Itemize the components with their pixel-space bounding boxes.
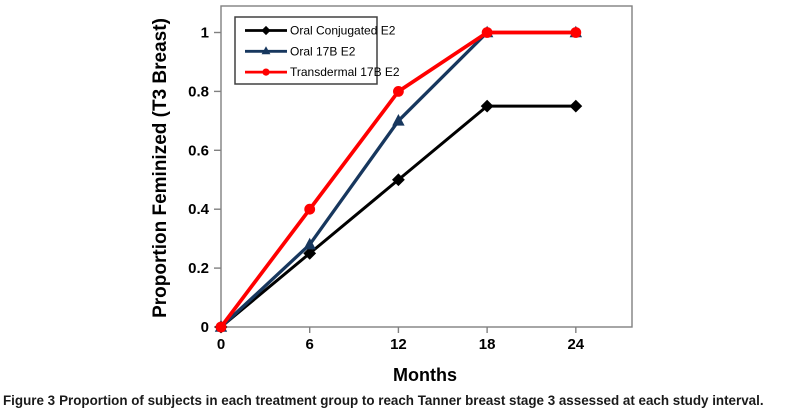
x-tick-label: 6 [306, 336, 314, 353]
figure-caption-label: Figure 3 [3, 393, 56, 408]
y-tick-label: 0.2 [188, 260, 209, 277]
axis-ticks: 0 0.2 0.4 0.6 0.8 1 0 6 12 18 24 [188, 25, 585, 353]
series-marker-oral-17b-e2 [303, 237, 316, 250]
series-line-oral-conjugated-e2 [219, 104, 578, 329]
x-tick-label: 0 [217, 336, 225, 353]
y-tick-label: 0.6 [188, 142, 209, 159]
x-tick-label: 12 [390, 336, 407, 353]
legend-marker-diamond [261, 25, 271, 36]
y-tick-label: 0.8 [188, 83, 209, 100]
legend-marker-circle [262, 68, 270, 76]
series-marker-transdermal-17b-e2 [393, 86, 404, 97]
legend: Oral Conjugated E2 Oral 17B E2 Transdermal… [234, 16, 400, 85]
legend-marker-triangle [261, 46, 271, 55]
figure-caption-text: Proportion of subjects in each treatment… [59, 393, 764, 408]
legend-item-oral-conjugated-e2: Oral Conjugated E2 [245, 24, 396, 38]
legend-label: Transdermal 17B E2 [290, 65, 400, 79]
series-marker-transdermal-17b-e2 [570, 27, 582, 38]
legend-item-transdermal-17b-e2: Transdermal 17B E2 [245, 65, 400, 79]
y-axis-title: Proportion Feminized (T3 Breast) [150, 18, 171, 318]
plot-area [220, 5, 633, 328]
series-marker-oral-conjugated-e2 [392, 173, 405, 187]
legend-item-oral-17b-e2: Oral 17B E2 [245, 44, 356, 58]
series-marker-oral-conjugated-e2 [480, 99, 494, 113]
x-tick-label: 18 [479, 336, 496, 353]
x-axis-title: Months [393, 365, 457, 385]
series-marker-transdermal-17b-e2 [304, 203, 316, 215]
series-marker-oral-conjugated-e2 [303, 246, 317, 260]
legend-label: Oral 17B E2 [290, 44, 356, 58]
legend-label: Oral Conjugated E2 [290, 24, 396, 38]
series-marker-oral-17b-e2 [392, 114, 405, 126]
series-marker-transdermal-17b-e2 [481, 27, 493, 38]
series-marker-oral-conjugated-e2 [569, 99, 583, 113]
figure-caption: Figure 3 Proportion of subjects in each t… [3, 392, 792, 409]
data-series [214, 25, 583, 334]
x-tick-label: 24 [567, 336, 584, 353]
y-tick-label: 0 [201, 319, 209, 336]
y-tick-label: 1 [201, 25, 209, 42]
y-tick-label: 0.4 [188, 201, 210, 218]
series-marker-transdermal-17b-e2 [215, 321, 227, 333]
